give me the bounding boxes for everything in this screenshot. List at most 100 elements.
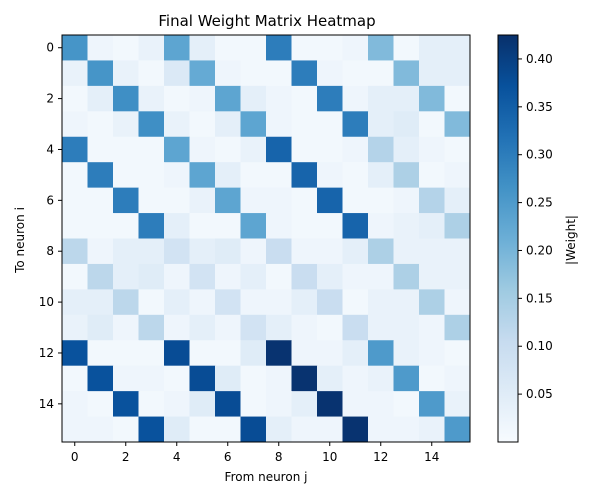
heatmap-cell-9-12 <box>368 263 394 290</box>
heatmap-cell-12-13 <box>393 340 420 367</box>
heatmap-cell-8-11 <box>342 238 369 265</box>
heatmap-cell-7-13 <box>393 213 420 239</box>
heatmap-cell-1-15 <box>444 60 471 87</box>
x-tick-label: 2 <box>122 450 130 464</box>
heatmap-cell-6-2 <box>113 187 139 214</box>
heatmap-cell-2-7 <box>240 85 267 112</box>
heatmap-cell-2-15 <box>444 85 471 112</box>
x-tick-label: 0 <box>71 450 79 464</box>
heatmap-cell-11-4 <box>164 314 190 341</box>
heatmap-cell-6-10 <box>317 187 343 214</box>
heatmap-cell-15-8 <box>266 416 292 443</box>
heatmap-cell-7-15 <box>444 213 471 239</box>
heatmap-cell-9-1 <box>87 263 114 290</box>
heatmap-cell-12-4 <box>164 340 190 367</box>
heatmap-cell-9-3 <box>138 263 165 290</box>
heatmap-cell-3-4 <box>164 111 190 138</box>
heatmap-cell-9-10 <box>317 263 343 290</box>
heatmap-cell-9-4 <box>164 263 190 290</box>
heatmap-cell-10-14 <box>419 289 445 316</box>
heatmap-cell-11-8 <box>266 314 292 341</box>
heatmap-cell-0-5 <box>189 35 216 61</box>
heatmap-cell-12-3 <box>138 340 165 367</box>
heatmap-cell-7-7 <box>240 213 267 239</box>
heatmap-cell-0-3 <box>138 35 165 61</box>
heatmap-cell-14-0 <box>62 391 88 417</box>
heatmap-cell-11-6 <box>215 314 241 341</box>
heatmap-cell-13-9 <box>291 365 318 392</box>
x-tick-label: 6 <box>224 450 232 464</box>
heatmap-cell-11-3 <box>138 314 165 341</box>
heatmap-cell-6-15 <box>444 187 471 214</box>
heatmap-cell-9-15 <box>444 263 471 290</box>
heatmap-cell-3-12 <box>368 111 394 138</box>
heatmap-cell-5-8 <box>266 162 292 189</box>
heatmap-cell-4-1 <box>87 136 114 163</box>
heatmap-cell-14-1 <box>87 391 114 417</box>
heatmap-cell-7-1 <box>87 213 114 239</box>
heatmap-cell-12-5 <box>189 340 216 367</box>
heatmap-cell-6-7 <box>240 187 267 214</box>
heatmap-cell-4-11 <box>342 136 369 163</box>
heatmap-cell-3-3 <box>138 111 165 138</box>
heatmap-cell-8-5 <box>189 238 216 265</box>
heatmap-cell-6-14 <box>419 187 445 214</box>
x-tick-label: 14 <box>424 450 439 464</box>
colorbar-tick-label: 0.20 <box>526 243 553 257</box>
heatmap-cell-14-14 <box>419 391 445 417</box>
y-tick-label: 0 <box>46 41 54 55</box>
heatmap-cell-11-12 <box>368 314 394 341</box>
heatmap-cell-12-15 <box>444 340 471 367</box>
heatmap-cell-8-13 <box>393 238 420 265</box>
heatmap-cell-12-7 <box>240 340 267 367</box>
heatmap-cell-12-0 <box>62 340 88 367</box>
heatmap-cell-12-12 <box>368 340 394 367</box>
heatmap-cell-2-11 <box>342 85 369 112</box>
heatmap-cell-1-13 <box>393 60 420 87</box>
heatmap-cell-5-9 <box>291 162 318 189</box>
heatmap-cell-7-0 <box>62 213 88 239</box>
heatmap-cell-0-15 <box>444 35 471 61</box>
heatmap-cell-15-2 <box>113 416 139 443</box>
heatmap-cell-10-12 <box>368 289 394 316</box>
heatmap-cell-0-13 <box>393 35 420 61</box>
heatmap-cell-2-6 <box>215 85 241 112</box>
heatmap-cell-14-6 <box>215 391 241 417</box>
heatmap-cell-13-12 <box>368 365 394 392</box>
heatmap-cell-4-8 <box>266 136 292 163</box>
heatmap-cell-3-15 <box>444 111 471 138</box>
heatmap-cell-1-11 <box>342 60 369 87</box>
heatmap-cell-12-6 <box>215 340 241 367</box>
heatmap-cell-2-2 <box>113 85 139 112</box>
heatmap-cell-10-2 <box>113 289 139 316</box>
heatmap-cell-4-4 <box>164 136 190 163</box>
heatmap-cell-5-7 <box>240 162 267 189</box>
heatmap-cell-10-1 <box>87 289 114 316</box>
heatmap-cell-14-4 <box>164 391 190 417</box>
heatmap-cell-11-7 <box>240 314 267 341</box>
heatmap-cell-0-4 <box>164 35 190 61</box>
heatmap-cell-1-7 <box>240 60 267 87</box>
heatmap-cell-4-0 <box>62 136 88 163</box>
heatmap-cell-2-3 <box>138 85 165 112</box>
heatmap-cell-4-2 <box>113 136 139 163</box>
heatmap-cell-6-3 <box>138 187 165 214</box>
heatmap-cell-12-10 <box>317 340 343 367</box>
heatmap-cell-6-4 <box>164 187 190 214</box>
y-axis-label: To neuron i <box>13 207 27 274</box>
y-tick-label: 4 <box>46 142 54 156</box>
heatmap-cell-14-7 <box>240 391 267 417</box>
heatmap-cell-8-9 <box>291 238 318 265</box>
heatmap-cell-5-6 <box>215 162 241 189</box>
heatmap-cell-12-14 <box>419 340 445 367</box>
heatmap-cell-9-9 <box>291 263 318 290</box>
heatmap-cell-7-5 <box>189 213 216 239</box>
heatmap-cell-13-0 <box>62 365 88 392</box>
heatmap-cell-7-2 <box>113 213 139 239</box>
heatmap-cell-1-0 <box>62 60 88 87</box>
heatmap-cell-7-11 <box>342 213 369 239</box>
heatmap-cell-0-14 <box>419 35 445 61</box>
heatmap-cell-15-5 <box>189 416 216 443</box>
heatmap-cell-13-11 <box>342 365 369 392</box>
heatmap-cell-13-2 <box>113 365 139 392</box>
